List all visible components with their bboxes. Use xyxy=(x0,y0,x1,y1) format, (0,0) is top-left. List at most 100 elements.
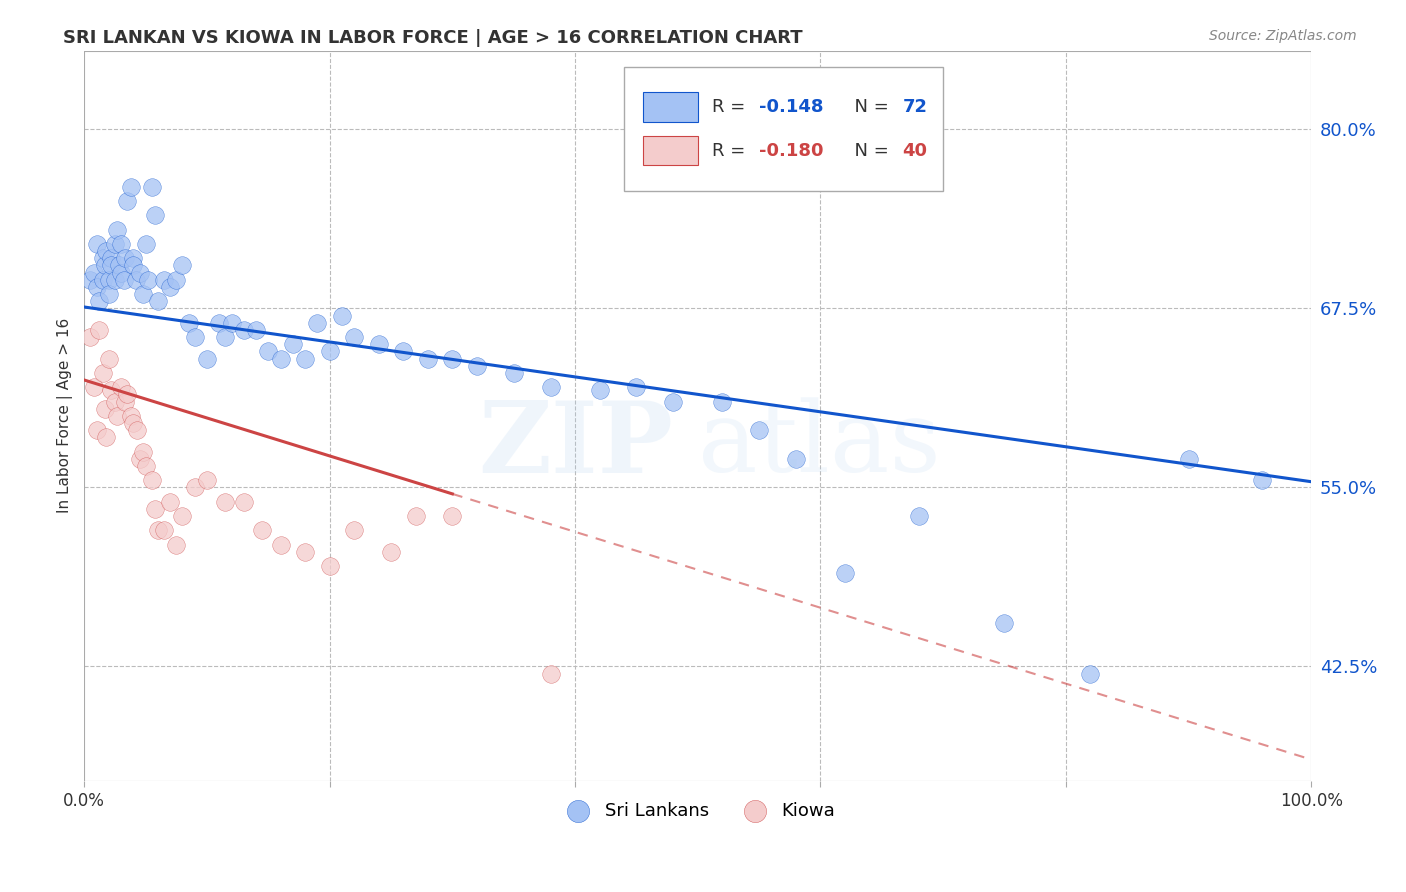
Point xyxy=(104,237,127,252)
Point xyxy=(114,394,136,409)
Point xyxy=(115,387,138,401)
Point xyxy=(107,222,129,236)
Point xyxy=(104,273,127,287)
Point xyxy=(392,344,415,359)
Point xyxy=(748,423,770,437)
Point xyxy=(87,294,110,309)
Point xyxy=(208,316,231,330)
Point xyxy=(125,273,148,287)
Point xyxy=(270,538,292,552)
Point xyxy=(177,316,200,330)
Point xyxy=(588,383,610,397)
Point xyxy=(91,366,114,380)
Point xyxy=(159,495,181,509)
Text: R =: R = xyxy=(713,98,751,116)
Text: Source: ZipAtlas.com: Source: ZipAtlas.com xyxy=(1209,29,1357,43)
Point xyxy=(79,330,101,344)
Point xyxy=(125,423,148,437)
Point xyxy=(195,351,218,366)
Point xyxy=(114,252,136,266)
Point xyxy=(343,524,366,538)
Point xyxy=(91,273,114,287)
Point xyxy=(626,380,648,394)
Point xyxy=(405,509,427,524)
Point xyxy=(135,458,157,473)
Point xyxy=(367,337,389,351)
Point xyxy=(662,394,685,409)
Point xyxy=(97,273,120,287)
Point xyxy=(380,545,402,559)
Text: 40: 40 xyxy=(903,142,928,160)
Y-axis label: In Labor Force | Age > 16: In Labor Force | Age > 16 xyxy=(58,318,73,514)
Text: N =: N = xyxy=(842,142,894,160)
Point xyxy=(128,451,150,466)
Point xyxy=(281,337,304,351)
Point xyxy=(146,294,169,309)
Point xyxy=(86,423,108,437)
Point xyxy=(83,380,105,394)
Point xyxy=(221,316,243,330)
FancyBboxPatch shape xyxy=(643,136,697,165)
Point xyxy=(250,524,273,538)
Point xyxy=(343,330,366,344)
Legend: Sri Lankans, Kiowa: Sri Lankans, Kiowa xyxy=(553,794,842,827)
Point xyxy=(96,430,118,444)
Point xyxy=(214,495,236,509)
Point xyxy=(834,566,856,581)
Point xyxy=(330,309,353,323)
Point xyxy=(785,451,807,466)
Point xyxy=(441,509,464,524)
Point xyxy=(294,351,316,366)
Point xyxy=(907,509,929,524)
Point xyxy=(132,444,155,458)
Text: SRI LANKAN VS KIOWA IN LABOR FORCE | AGE > 16 CORRELATION CHART: SRI LANKAN VS KIOWA IN LABOR FORCE | AGE… xyxy=(63,29,803,46)
Point xyxy=(83,266,105,280)
Text: ZIP: ZIP xyxy=(478,397,673,493)
Point xyxy=(183,330,205,344)
Point xyxy=(502,366,524,380)
Point xyxy=(94,259,117,273)
Point xyxy=(132,287,155,301)
Point xyxy=(294,545,316,559)
Point xyxy=(232,495,254,509)
Text: N =: N = xyxy=(842,98,894,116)
Point xyxy=(87,323,110,337)
Point xyxy=(104,394,127,409)
Point xyxy=(416,351,439,366)
Point xyxy=(120,179,142,194)
Point xyxy=(112,273,135,287)
Point xyxy=(1251,473,1274,487)
Point xyxy=(232,323,254,337)
Text: -0.148: -0.148 xyxy=(759,98,824,116)
Point xyxy=(86,280,108,294)
Point xyxy=(94,401,117,416)
Text: 72: 72 xyxy=(903,98,928,116)
Point xyxy=(145,502,167,516)
Point xyxy=(128,266,150,280)
Point xyxy=(183,480,205,494)
Point xyxy=(318,344,340,359)
Point xyxy=(100,259,122,273)
FancyBboxPatch shape xyxy=(624,67,943,191)
Point xyxy=(122,259,145,273)
Point xyxy=(141,473,163,487)
Point xyxy=(318,559,340,574)
Point xyxy=(110,380,132,394)
Point xyxy=(100,252,122,266)
Point xyxy=(1177,451,1199,466)
Point xyxy=(91,252,114,266)
Point xyxy=(307,316,329,330)
Point xyxy=(441,351,464,366)
Point xyxy=(270,351,292,366)
Point xyxy=(115,194,138,208)
Point xyxy=(107,259,129,273)
Point xyxy=(214,330,236,344)
Text: R =: R = xyxy=(713,142,751,160)
Point xyxy=(711,394,734,409)
Point xyxy=(245,323,267,337)
Point xyxy=(159,280,181,294)
Point xyxy=(1080,666,1102,681)
Point xyxy=(97,351,120,366)
Point xyxy=(145,208,167,222)
Point xyxy=(110,266,132,280)
